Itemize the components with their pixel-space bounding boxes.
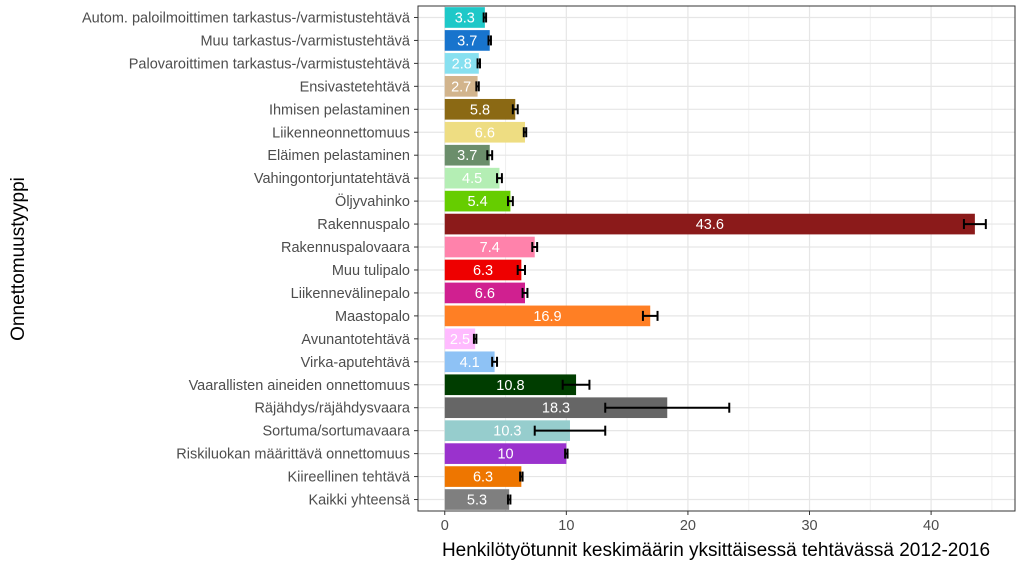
y-axis-title: Onnettomuustyyppi xyxy=(8,177,29,341)
bar-value-label: 3.3 xyxy=(455,10,475,26)
bar-value-label: 2.7 xyxy=(451,79,471,95)
bar xyxy=(444,236,535,258)
bar xyxy=(444,144,490,166)
x-axis-ticks: 0 10 20 30 40 xyxy=(441,511,939,534)
bar-value-label: 5.8 xyxy=(470,102,490,118)
bar xyxy=(444,213,975,235)
bar xyxy=(444,420,570,441)
bar xyxy=(444,374,577,396)
x-tick-label: 10 xyxy=(558,518,574,534)
category-label: Rakennuspalo xyxy=(317,217,410,233)
category-label: Maastopalo xyxy=(335,309,410,325)
bar xyxy=(444,7,485,28)
bar xyxy=(444,98,516,120)
category-label: Rakennuspalovaara xyxy=(281,240,411,256)
category-label: Virka-aputehtävä xyxy=(301,355,411,371)
bar-value-label: 2.8 xyxy=(452,56,472,72)
bar-value-label: 6.6 xyxy=(475,125,495,141)
bar xyxy=(444,167,500,189)
bar xyxy=(444,305,651,327)
category-label: Eläimen pelastaminen xyxy=(267,148,410,164)
category-label: Palovaroittimen tarkastus-/varmistusteht… xyxy=(129,56,411,72)
bar xyxy=(444,466,522,487)
panel-border xyxy=(417,5,1016,512)
bar-value-label: 6.6 xyxy=(475,286,495,302)
bar-value-label: 2.5 xyxy=(450,332,470,348)
bar-value-label: 10 xyxy=(497,447,513,463)
bar xyxy=(444,328,476,350)
category-label: Liikenneonnettomuus xyxy=(272,125,410,141)
bar xyxy=(444,282,525,304)
category-label: Autom. paloilmoittimen tarkastus-/varmis… xyxy=(82,10,411,26)
x-tick-label: 0 xyxy=(441,518,449,534)
category-label: Ensivastetehtävä xyxy=(300,79,411,95)
bar-value-label: 10.3 xyxy=(493,424,521,440)
bar-value-label: 6.3 xyxy=(473,470,493,486)
category-label: Vaarallisten aineiden onnettomuus xyxy=(189,378,410,394)
bar-value-label: 18.3 xyxy=(542,401,570,417)
category-labels: Autom. paloilmoittimen tarkastus-/varmis… xyxy=(82,10,418,509)
category-label: Riskiluokan määrittävä onnettomuus xyxy=(176,447,410,463)
category-label: Muu tarkastus-/varmistustehtävä xyxy=(200,33,410,49)
x-tick-label: 20 xyxy=(680,518,696,534)
bar xyxy=(444,76,478,97)
bar-value-label: 5.3 xyxy=(467,493,487,509)
category-label: Sortuma/sortumavaara xyxy=(263,424,411,440)
bar xyxy=(444,53,479,74)
bar xyxy=(444,443,567,464)
bars xyxy=(444,7,975,510)
bar-value-label: 5.4 xyxy=(467,194,487,210)
bar-value-label: 3.7 xyxy=(457,33,477,49)
bar-value-label: 10.8 xyxy=(496,378,524,394)
bar xyxy=(444,489,510,510)
bar-value-label: 43.6 xyxy=(696,217,724,233)
bar xyxy=(444,397,668,419)
x-tick-label: 40 xyxy=(923,518,939,534)
category-label: Kaikki yhteensä xyxy=(308,493,410,509)
category-label: Muu tulipalo xyxy=(332,263,410,279)
category-label: Kiireellinen tehtävä xyxy=(287,470,410,486)
bar xyxy=(444,351,495,373)
category-label: Ihmisen pelastaminen xyxy=(269,102,410,118)
category-label: Vahingontorjuntatehtävä xyxy=(254,171,411,187)
bar-value-labels: 3.3 3.7 2.8 2.7 5.8 6.6 3.7 4.5 5.4 43.6 7.4 6.3 6.6… xyxy=(450,10,724,508)
category-label: Avunantotehtävä xyxy=(301,332,411,348)
bar xyxy=(444,30,490,51)
bar-value-label: 7.4 xyxy=(480,240,500,256)
category-label: Öljyvahinko xyxy=(335,192,410,210)
bar xyxy=(444,121,525,143)
bar xyxy=(444,190,511,212)
bar-value-label: 6.3 xyxy=(473,263,493,279)
bar-value-label: 4.5 xyxy=(462,171,482,187)
bar xyxy=(444,259,522,281)
x-tick-label: 30 xyxy=(801,518,817,534)
error-bars xyxy=(472,12,987,505)
bar-value-label: 3.7 xyxy=(457,148,477,164)
category-label: Liikennevälinepalo xyxy=(291,286,410,302)
x-axis-title: Henkilötyötunnit keskimäärin yksittäises… xyxy=(442,540,990,561)
category-label: Räjähdys/räjähdysvaara xyxy=(254,401,410,417)
bar-value-label: 4.1 xyxy=(460,355,480,371)
bar-value-label: 16.9 xyxy=(533,309,561,325)
